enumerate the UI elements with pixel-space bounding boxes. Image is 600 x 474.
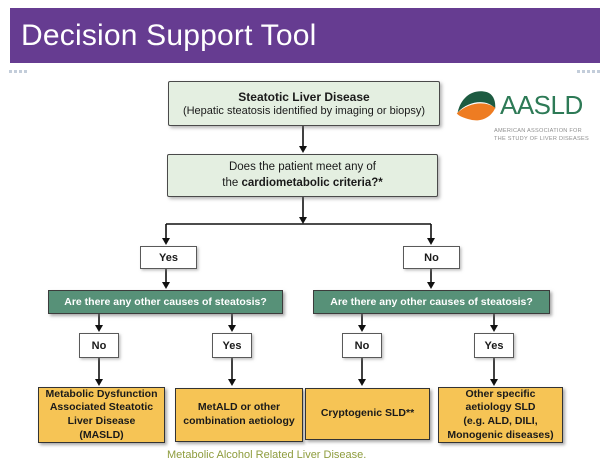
slide-title-bar: Decision Support Tool — [10, 8, 600, 63]
branch-yes-cardiometabolic: Yes — [140, 246, 197, 269]
node-steatotic-liver-disease: Steatotic Liver Disease (Hepatic steatos… — [168, 81, 440, 126]
aasld-wordmark: AASLD — [500, 90, 583, 120]
placeholder-dashes-left — [9, 70, 27, 73]
question-line-2: the cardiometabolic criteria?* — [222, 176, 383, 189]
branch-no-right: No — [342, 333, 382, 358]
branch-no-left: No — [79, 333, 119, 358]
outcome-metald: MetALD or other combination aetiology — [175, 388, 303, 442]
branch-yes-left: Yes — [212, 333, 252, 358]
node-other-causes-question-right: Are there any other causes of steatosis? — [313, 290, 550, 314]
node-cardiometabolic-question: Does the patient meet any of the cardiom… — [167, 154, 438, 197]
page-title: Decision Support Tool — [21, 19, 317, 52]
node-title: Steatotic Liver Disease — [238, 90, 370, 104]
branch-no-cardiometabolic: No — [403, 246, 460, 269]
node-other-causes-question-left: Are there any other causes of steatosis? — [48, 290, 283, 314]
aasld-tagline: AMERICAN ASSOCIATION FOR THE STUDY OF LI… — [494, 128, 589, 143]
branch-yes-right: Yes — [474, 333, 514, 358]
placeholder-dashes-right — [577, 70, 600, 73]
outcome-cryptogenic-sld: Cryptogenic SLD** — [305, 388, 430, 440]
aasld-logo: AASLD AMERICAN ASSOCIATION FOR THE STUDY… — [454, 86, 599, 144]
outcome-masld: Metabolic Dysfunction Associated Steatot… — [38, 387, 165, 443]
outcome-other-specific-sld: Other specific aetiology SLD (e.g. ALD, … — [438, 387, 563, 443]
node-subtitle: (Hepatic steatosis identified by imaging… — [182, 105, 426, 117]
question-line-1: Does the patient meet any of — [228, 160, 377, 173]
aasld-logo-icon — [456, 91, 496, 121]
footnote-metald-definition: Metabolic Alcohol Related Liver Disease. — [167, 449, 367, 461]
